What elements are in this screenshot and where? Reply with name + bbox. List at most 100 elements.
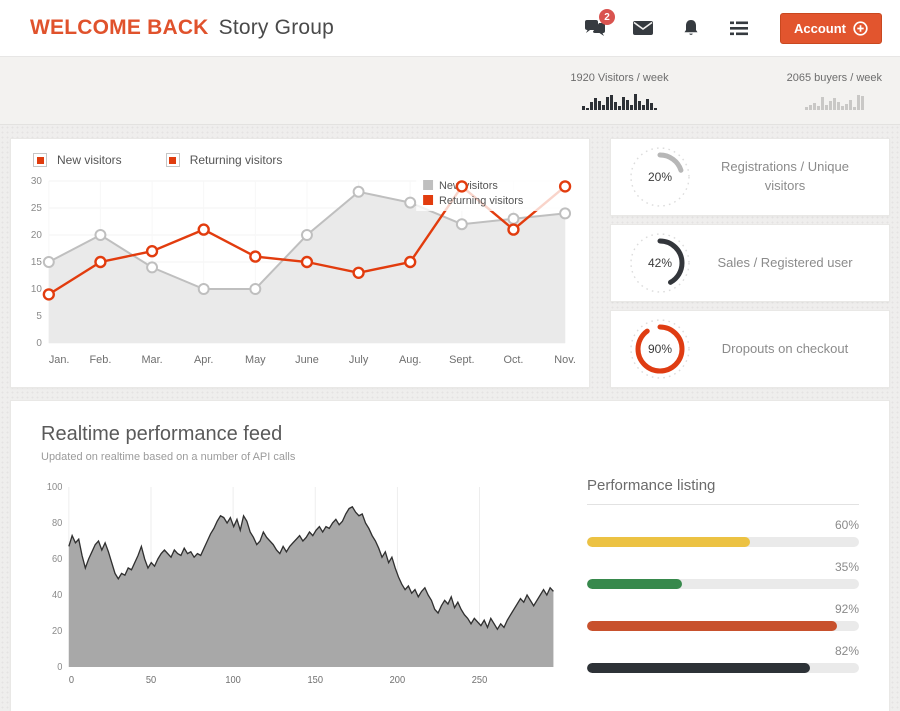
svg-text:Apr.: Apr. — [194, 354, 213, 366]
sparkline-bar — [581, 105, 585, 110]
visitors-sparkline — [570, 90, 668, 110]
svg-text:Nov.: Nov. — [554, 354, 576, 366]
performance-value: 82% — [834, 644, 859, 658]
sparkline-bar — [808, 104, 812, 110]
sparkline-bar — [649, 102, 653, 110]
gauge-cards: 20% Registrations / Unique visitors 42% … — [610, 138, 890, 388]
mail-icon-button[interactable] — [632, 17, 654, 39]
legend-toggle-returning-visitors[interactable]: Returning visitors — [165, 153, 283, 167]
svg-text:90%: 90% — [648, 342, 672, 356]
legend-toggle-label: Returning visitors — [189, 153, 283, 167]
sparkline-bar — [860, 95, 864, 110]
sparkline-bar — [629, 104, 633, 110]
sparkline-bar — [609, 94, 613, 110]
stats-strip: 1920 Visitors / week 2065 buyers / week — [0, 57, 900, 125]
performance-row: 35% — [587, 560, 859, 589]
gauge-card-sales[interactable]: 42% Sales / Registered user — [610, 224, 890, 302]
performance-row: 92% — [587, 602, 859, 631]
sparkline-bar — [804, 106, 808, 110]
alerts-icon-button[interactable] — [680, 17, 702, 39]
sparkline-bar — [653, 107, 657, 110]
svg-text:June: June — [295, 354, 319, 366]
svg-text:New visitors: New visitors — [439, 180, 498, 192]
sparkline-bar — [641, 104, 645, 110]
company-name: Story Group — [218, 16, 335, 39]
sparkline-bar — [844, 103, 848, 110]
legend-toggle-new-visitors[interactable]: New visitors — [33, 153, 122, 167]
account-button[interactable]: Account — [780, 12, 882, 44]
realtime-panel: Realtime performance feed Updated on rea… — [10, 400, 890, 711]
gauge-label: Dropouts on checkout — [721, 340, 849, 356]
buyers-per-week-stat: 2065 buyers / week — [787, 72, 882, 110]
svg-text:Oct.: Oct. — [503, 354, 523, 366]
sparkline-bar — [840, 105, 844, 110]
svg-text:15: 15 — [31, 257, 42, 268]
sparkline-bar — [852, 106, 856, 110]
notification-badge: 2 — [599, 9, 615, 25]
progress-fill — [587, 579, 683, 589]
sparkline-bar — [593, 97, 597, 110]
svg-text:Returning visitors: Returning visitors — [439, 195, 524, 207]
visitors-per-week-stat: 1920 Visitors / week — [570, 72, 669, 110]
svg-text:May: May — [245, 354, 266, 366]
svg-text:100: 100 — [225, 675, 240, 686]
svg-text:42%: 42% — [648, 256, 672, 270]
sparkline-bar — [633, 93, 637, 110]
sparkline-bar — [645, 98, 649, 110]
checkbox-icon — [165, 153, 180, 167]
sparkline-bar — [637, 100, 641, 110]
sparkline-bar — [848, 99, 852, 110]
svg-text:Sept.: Sept. — [449, 354, 474, 366]
account-button-label: Account — [794, 20, 846, 36]
gauge-label: Registrations / Unique visitors — [721, 159, 849, 193]
envelope-icon — [633, 21, 653, 35]
sparkline-bar — [585, 107, 589, 110]
visitors-chart-panel: New visitors Returning visitors 0 5 10 15 20… — [10, 138, 590, 388]
svg-text:250: 250 — [472, 675, 487, 686]
performance-listing-title: Performance listing — [587, 477, 859, 505]
buyers-sparkline — [787, 90, 882, 110]
checkbox-check-icon — [169, 156, 177, 164]
gauge-card-dropouts[interactable]: 90% Dropouts on checkout — [610, 310, 890, 388]
progress-track — [587, 663, 859, 673]
checkbox-check-icon — [36, 156, 44, 164]
svg-text:Aug.: Aug. — [399, 354, 421, 366]
checkbox-icon — [33, 153, 47, 167]
svg-text:July: July — [349, 354, 369, 366]
welcome-text: WELCOME BACK — [30, 16, 209, 39]
gauge-card-registrations[interactable]: 20% Registrations / Unique visitors — [610, 138, 890, 216]
legend-toggle-label: New visitors — [57, 153, 122, 167]
svg-text:Mar.: Mar. — [141, 354, 162, 366]
progress-track — [587, 537, 859, 547]
chat-icon — [585, 19, 605, 36]
svg-text:20: 20 — [31, 230, 42, 241]
visitors-line-chart: 0 5 10 15 20 25 30 Jan. Feb. Mar. Apr. May June July A… — [31, 175, 576, 366]
messages-icon-button[interactable]: 2 — [584, 9, 615, 39]
svg-text:200: 200 — [390, 675, 405, 686]
list-icon-button[interactable] — [728, 17, 750, 39]
sparkline-bar — [824, 104, 828, 110]
svg-text:10: 10 — [31, 284, 42, 295]
sparkline-bar — [820, 96, 824, 110]
sparkline-bar — [625, 99, 629, 110]
buyers-stat-label: 2065 buyers / week — [786, 71, 882, 84]
dropouts-gauge: 90% — [630, 319, 690, 379]
sparkline-bar — [836, 101, 840, 110]
performance-row: 82% — [587, 644, 859, 673]
page-title: WELCOME BACK Story Group — [30, 16, 334, 40]
svg-text:0: 0 — [36, 338, 42, 349]
sparkline-bar — [617, 105, 621, 110]
sparkline-bar — [828, 100, 832, 110]
svg-text:80: 80 — [52, 518, 62, 529]
sparkline-bar — [589, 101, 593, 110]
performance-row: 60% — [587, 518, 859, 547]
list-icon — [730, 21, 748, 35]
header-actions: 2 Acc — [584, 9, 882, 44]
sparkline-bar — [613, 101, 617, 110]
svg-text:Feb.: Feb. — [90, 354, 112, 366]
plus-circle-icon — [853, 20, 868, 36]
progress-fill — [587, 663, 811, 673]
svg-text:20%: 20% — [648, 170, 672, 184]
sparkline-bar — [832, 97, 836, 110]
performance-value: 92% — [834, 602, 859, 616]
